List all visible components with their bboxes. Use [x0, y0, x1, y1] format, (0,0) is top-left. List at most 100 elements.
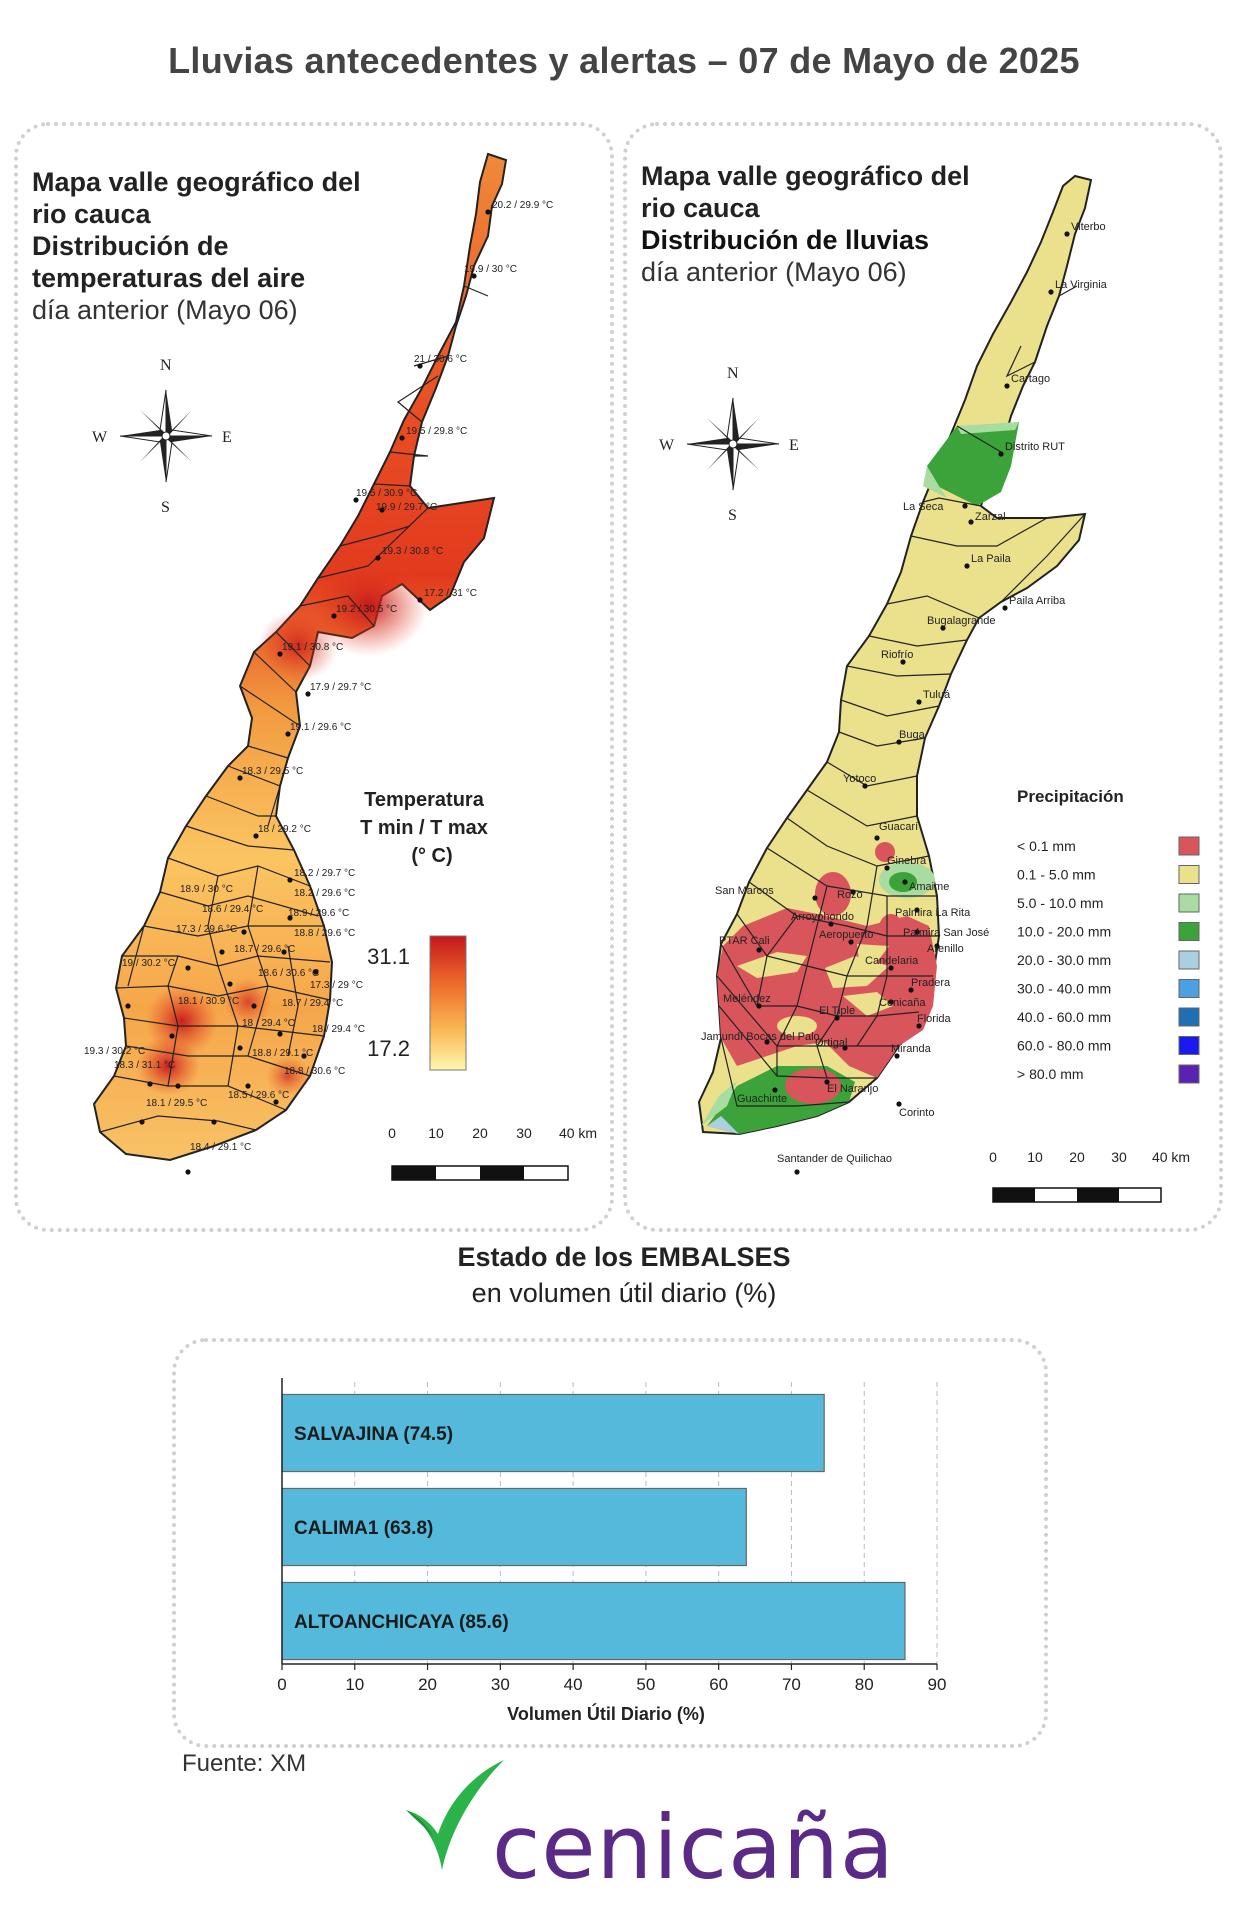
compass-s: S — [728, 507, 737, 524]
station-label: 19.9 / 29.7 °C — [376, 502, 437, 513]
station-label: 18.2 / 29.6 °C — [294, 888, 355, 899]
place-label: Florida — [917, 1013, 952, 1025]
station-label: 18.5 / 29.6 °C — [228, 1090, 289, 1101]
place-label: Ortigal — [815, 1037, 847, 1049]
station-label: 18.3 / 31.1 °C — [114, 1060, 175, 1071]
station-label: 18.1 / 29.5 °C — [146, 1098, 207, 1109]
station-label: 19 / 30.2 °C — [122, 958, 175, 969]
scale-label: 30 — [1111, 1149, 1127, 1165]
place-label: La Seca — [903, 501, 944, 513]
place-label: Pradera — [911, 977, 951, 989]
place-label: Buga — [899, 729, 926, 741]
station-label: 18.2 / 29.7 °C — [294, 868, 355, 879]
chart-bar-label: CALIMA1 (63.8) — [294, 1518, 433, 1539]
rain-title-line4: día anterior (Mayo 06) — [641, 257, 907, 287]
station-label: 18 / 29.4 °C — [312, 1024, 365, 1035]
temperature-map-panel: Mapa valle geográfico del rio cauca Dist… — [14, 122, 614, 1232]
station-label: 19.3 / 30.8 °C — [382, 546, 443, 557]
station-label: 21 / 30.6 °C — [414, 354, 467, 365]
legend-label: 0.1 - 5.0 mm — [1017, 867, 1096, 883]
place-label: El Tiple — [819, 1005, 855, 1017]
place-label: Tuluá — [923, 689, 951, 701]
temperature-map: 20.2 / 29.9 °C 19.9 / 30 °C 21 / 30.6 °C… — [84, 152, 597, 1181]
place-label: Rozo — [837, 889, 863, 901]
legend-label: 40.0 - 60.0 mm — [1017, 1009, 1111, 1025]
temperature-color-ramp — [429, 935, 467, 1071]
temperature-legend: Temperatura T min / T max (° C) 31.1 17.… — [360, 789, 488, 1071]
temperature-cells — [99, 285, 489, 1133]
precipitation-legend: Precipitación < 0.1 mm 0.1 - 5.0 mm 5.0 - … — [1017, 787, 1200, 1084]
scale-label: 40 km — [1152, 1149, 1190, 1165]
scale-label: 0 — [989, 1149, 997, 1165]
station-label: 18.4 / 29.1 °C — [190, 1142, 251, 1153]
legend-swatch — [1178, 893, 1200, 913]
station-label: 18.8 / 29.6 °C — [294, 928, 355, 939]
place-label: Cenicaña — [879, 997, 926, 1009]
place-label: PTAR Cali — [719, 935, 770, 947]
legend-title-2: T min / T max — [360, 817, 488, 839]
compass-labels: N S E W — [92, 357, 232, 516]
scale-label: 0 — [388, 1125, 396, 1141]
place-label: Guachinte — [737, 1093, 787, 1105]
place-label: Riofrío — [881, 649, 913, 661]
station-label: 19.3 / 30.2 °C — [84, 1046, 145, 1057]
place-label: Bugalagrande — [927, 615, 996, 627]
legend-label: 5.0 - 10.0 mm — [1017, 895, 1103, 911]
legend-swatch — [1178, 1007, 1200, 1027]
place-label: El Naranjo — [827, 1083, 878, 1095]
legend-label: 60.0 - 80.0 mm — [1017, 1038, 1111, 1054]
legend-swatch — [1178, 922, 1200, 941]
place-label: La Paila — [971, 553, 1012, 565]
cenicana-logo-text: cenicaña — [492, 1796, 895, 1899]
place-label: Arroyohondo — [791, 911, 854, 923]
place-label: Candelaria — [865, 955, 919, 967]
place-label: Cartago — [1011, 373, 1050, 385]
legend-label: 30.0 - 40.0 mm — [1017, 981, 1111, 997]
temp-title-line2: rio cauca — [32, 199, 151, 229]
place-label: Jamundí Bocas del Palo — [701, 1031, 820, 1043]
station-label: 19.2 / 30.5 °C — [336, 604, 397, 615]
compass-s: S — [161, 499, 170, 516]
place-label: La Virginia — [1055, 279, 1108, 291]
place-label: Miranda — [891, 1043, 932, 1055]
station-label: 19.1 / 29.6 °C — [290, 722, 351, 733]
legend-label: 20.0 - 30.0 mm — [1017, 952, 1111, 968]
station-label: 18.7 / 29.6 °C — [234, 944, 295, 955]
rain-patch-green-north — [927, 422, 1019, 506]
legend-title-3: (° C) — [411, 845, 452, 867]
chart-tick-label: 50 — [636, 1675, 655, 1694]
place-label: Santander de Quilichao — [777, 1153, 892, 1165]
chart-tick-label: 60 — [709, 1675, 728, 1694]
place-label: Yotoco — [843, 773, 876, 785]
station-labels: 20.2 / 29.9 °C 19.9 / 30 °C 21 / 30.6 °C… — [84, 200, 553, 1153]
compass-e: E — [789, 437, 799, 454]
legend-swatch — [1178, 950, 1200, 970]
legend-title: Precipitación — [1017, 787, 1124, 806]
legend-label: < 0.1 mm — [1017, 838, 1076, 854]
station-label: 18.6 / 29.4 °C — [202, 904, 263, 915]
compass-w: W — [92, 429, 108, 446]
temperature-scale-bar: 0 10 20 30 40 km — [388, 1125, 597, 1181]
legend-label: > 80.0 mm — [1017, 1066, 1084, 1082]
station-label: 18.8 / 29.1 °C — [252, 1048, 313, 1059]
station-label: 20.2 / 29.9 °C — [492, 200, 553, 211]
compass-w: W — [659, 437, 675, 454]
rainfall-map-panel: Mapa valle geográfico del rio cauca Dist… — [623, 122, 1223, 1232]
scale-label: 10 — [1027, 1149, 1043, 1165]
place-label: Aeropuerto — [819, 929, 873, 941]
source-note: Fuente: XM — [182, 1750, 307, 1777]
place-label: Ginebra — [887, 855, 927, 867]
place-label: Viterbo — [1071, 221, 1106, 233]
station-label: 18.9 / 29.6 °C — [288, 908, 349, 919]
station-label: 19.5 / 29.8 °C — [406, 426, 467, 437]
station-label: 18.3 / 29.5 °C — [242, 766, 303, 777]
chart-tick-label: 80 — [855, 1675, 874, 1694]
compass-n: N — [727, 365, 739, 382]
station-label: 18.1 / 30.9 °C — [178, 996, 239, 1007]
temp-title-line5: día anterior (Mayo 06) — [32, 295, 298, 325]
place-label: Arenillo — [927, 943, 964, 955]
rainfall-scale-bar: 0 10 20 30 40 km — [989, 1149, 1190, 1203]
rainfall-cells — [716, 285, 1086, 1107]
station-label: 18.9 / 30 °C — [180, 884, 233, 895]
place-dots — [756, 231, 1070, 1175]
